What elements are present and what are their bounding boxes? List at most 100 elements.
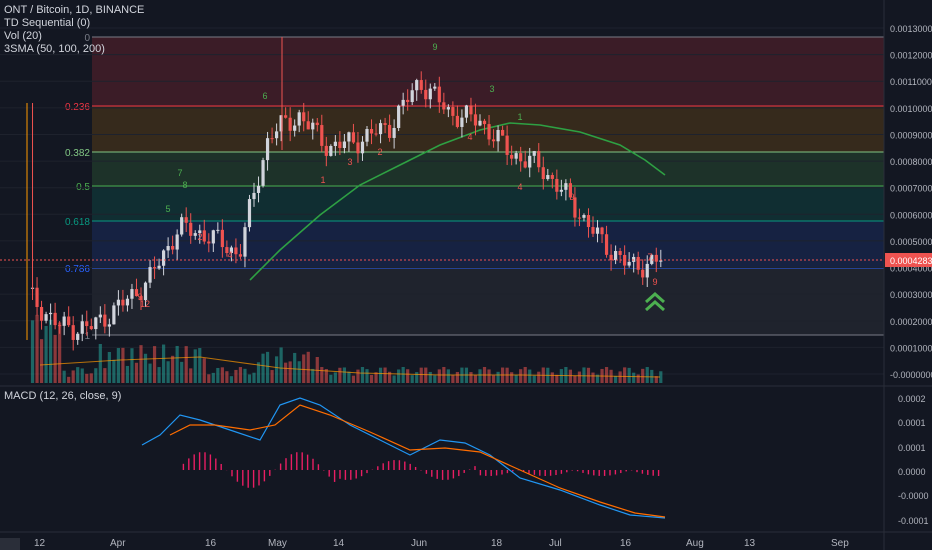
price-axis-label: 0.0007000 <box>890 184 932 194</box>
candle-up <box>378 123 383 135</box>
time-axis-label: Apr <box>110 538 126 549</box>
candle-up <box>311 122 315 130</box>
candle-down <box>324 145 328 156</box>
volume-ma-line <box>39 356 661 378</box>
candle-down <box>586 215 591 228</box>
volume-bar <box>247 374 252 383</box>
price-axis-label: 0.0002000 <box>890 317 932 327</box>
fib-label: 1 <box>84 331 90 342</box>
candle-up <box>175 234 179 250</box>
volume-bar <box>559 369 563 383</box>
volume-bar <box>419 367 423 383</box>
candle-down <box>510 154 514 159</box>
price-axis-label: 0.0006000 <box>890 210 932 220</box>
candle-down <box>270 138 274 140</box>
volume-bar <box>275 356 279 383</box>
volume-bar <box>198 348 202 383</box>
volume-bar <box>49 319 53 383</box>
candle-down <box>225 247 229 254</box>
candle-up <box>645 263 649 278</box>
volume-bars <box>30 314 663 383</box>
macd-title[interactable]: MACD (12, 26, close, 9) <box>4 390 122 402</box>
candle-up <box>80 321 84 334</box>
td-count: 2 <box>377 147 382 157</box>
time-axis-label: 18 <box>491 538 503 549</box>
candle-up <box>659 260 663 262</box>
volume-bar <box>641 368 645 383</box>
candle-down <box>315 122 319 126</box>
volume-bar <box>568 369 572 383</box>
volume-bar <box>279 347 283 383</box>
candle-up <box>546 175 550 180</box>
volume-bar <box>166 361 170 383</box>
volume-bar <box>446 369 450 383</box>
candle-up <box>98 314 102 318</box>
candle-up <box>107 324 111 327</box>
candle-down <box>35 287 39 307</box>
candle-down <box>406 99 410 103</box>
candle-up <box>297 112 301 126</box>
candle-down <box>550 175 554 179</box>
candle-up <box>496 129 500 142</box>
candle-down <box>424 89 428 100</box>
volume-bar <box>595 374 600 383</box>
candle-up <box>62 316 66 326</box>
candle-up <box>216 229 220 231</box>
macd-axis[interactable]: 0.0002 0.0001 0.0001 0.0000 -0.0000 -0.0001 <box>898 394 929 526</box>
candle-up <box>415 80 419 91</box>
current-price-tag <box>885 253 932 268</box>
volume-bar <box>424 367 428 383</box>
candlesticks[interactable] <box>30 37 663 351</box>
volume-bar <box>577 371 582 383</box>
candle-down <box>636 256 640 270</box>
volume-bar <box>211 372 215 383</box>
candle-up <box>392 127 396 138</box>
price-axis[interactable]: 0.0013000 0.0012000 0.0011000 0.0010000 0.00… <box>885 24 932 380</box>
candle-down <box>523 161 527 168</box>
indicator-volume[interactable]: Vol (20) <box>4 30 42 42</box>
fib-band <box>92 221 884 268</box>
volume-bar <box>487 369 491 383</box>
volume-bar <box>261 353 265 383</box>
volume-bar <box>591 372 595 383</box>
time-axis-label: Aug <box>686 538 704 549</box>
time-axis-label: May <box>268 538 287 549</box>
candle-up <box>211 230 215 244</box>
volume-bar <box>162 344 166 383</box>
volume-bar <box>297 361 301 383</box>
candle-down <box>134 289 139 297</box>
candle-down <box>71 325 75 340</box>
td-count: 9 <box>652 277 657 287</box>
candle-down <box>609 254 613 261</box>
volume-bar <box>152 346 157 383</box>
volume-bar <box>252 372 256 383</box>
time-axis-label: Jul <box>549 538 562 549</box>
volume-bar <box>302 354 306 383</box>
indicator-sma[interactable]: 3SMA (50, 100, 200) <box>4 43 105 55</box>
candle-up <box>433 86 437 89</box>
indicator-td-sequential[interactable]: TD Sequential (0) <box>4 17 91 29</box>
candle-down <box>577 217 582 219</box>
time-axis-label: Sep <box>831 538 849 549</box>
volume-bar <box>374 372 378 383</box>
symbol-title[interactable]: ONT / Bitcoin, 1D, BINANCE <box>4 4 145 16</box>
candle-down <box>288 117 292 131</box>
candle-up <box>397 105 401 128</box>
volume-bar <box>360 367 365 383</box>
candle-up <box>460 117 464 127</box>
candle-down <box>451 107 455 116</box>
volume-bar <box>478 369 482 383</box>
candle-up <box>650 254 654 264</box>
volume-bar <box>324 369 328 383</box>
candle-up <box>76 333 80 340</box>
price-axis-label: 0.0005000 <box>890 237 932 247</box>
macd-axis-label: 0.0001 <box>898 443 926 453</box>
candle-down <box>541 167 545 180</box>
volume-bar <box>369 374 374 383</box>
time-axis[interactable]: 12 Apr 16 May 14 Jun 18 Jul 16 Aug 13 Sep <box>0 538 849 550</box>
volume-bar <box>53 334 57 383</box>
candle-up <box>559 189 563 192</box>
td-count: 9 <box>137 292 142 302</box>
volume-bar <box>311 368 315 383</box>
